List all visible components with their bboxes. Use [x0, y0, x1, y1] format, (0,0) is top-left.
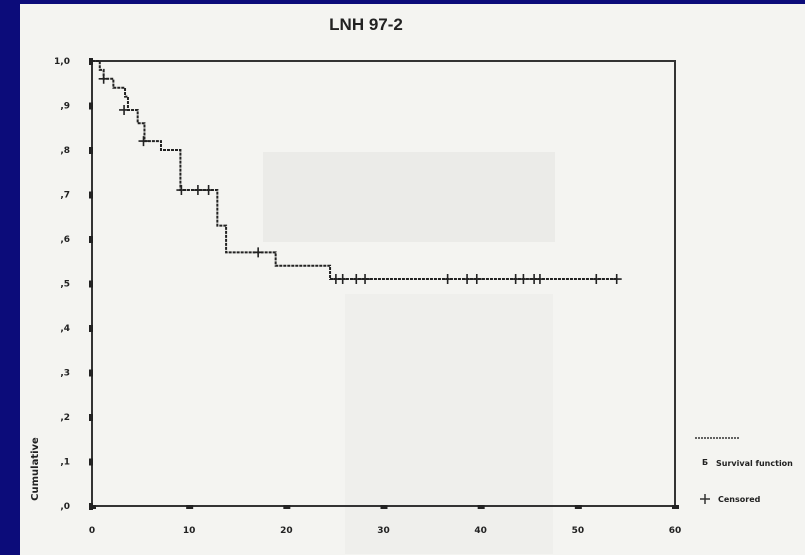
- censor-mark: [192, 185, 203, 196]
- y-tick-mark: [89, 458, 93, 466]
- censor-mark: [534, 274, 545, 285]
- y-tick-label: ,0: [60, 502, 70, 512]
- y-tick-label: ,6: [60, 235, 70, 245]
- x-tick-mark: [283, 505, 291, 509]
- y-tick-mark: [89, 325, 93, 332]
- censor-mark: [337, 274, 348, 285]
- legend: Б Survival function Censored: [695, 437, 793, 504]
- censor-mark: [119, 104, 130, 115]
- y-tick-mark: [89, 102, 93, 110]
- y-axis-label: Cumulative: [30, 437, 41, 501]
- x-tick-label: 30: [377, 526, 390, 536]
- y-tick-label: ,4: [60, 324, 70, 334]
- x-tick-label: 10: [183, 526, 196, 536]
- x-tick-mark: [89, 505, 96, 509]
- x-tick-mark: [186, 505, 194, 509]
- censor-mark: [611, 274, 622, 285]
- censor-layer: [98, 73, 622, 285]
- censor-mark: [442, 274, 453, 285]
- y-tick-mark: [89, 369, 93, 377]
- legend-censor-label: Censored: [718, 495, 761, 504]
- y-tick-label: ,1: [60, 458, 70, 468]
- y-tick-mark: [89, 58, 93, 65]
- x-tick-label: 50: [572, 526, 585, 536]
- x-tick-label: 20: [280, 526, 293, 536]
- x-tick-mark: [477, 505, 485, 509]
- x-tick-label: 60: [669, 526, 682, 536]
- y-tick-label: ,5: [60, 280, 70, 290]
- censor-mark: [462, 274, 473, 285]
- censor-mark: [518, 274, 529, 285]
- y-tick-label: ,8: [60, 146, 70, 156]
- scan-artifact: [263, 152, 555, 242]
- survival-chart: LNH 97-2 ,0 ,1 ,2 ,3 ,4 ,5 ,6 ,7 ,8 ,9 1,0 0 10 20 30…: [30, 15, 793, 554]
- x-tick-label: 0: [89, 526, 95, 536]
- censor-mark: [471, 274, 482, 285]
- x-tick-mark: [380, 505, 388, 509]
- censor-mark: [176, 185, 187, 196]
- y-tick-label: 1,0: [54, 57, 70, 67]
- x-tick-mark: [672, 505, 679, 509]
- censor-mark: [351, 274, 362, 285]
- scan-artifact: [345, 294, 553, 554]
- y-tick-mark: [89, 414, 93, 421]
- y-tick-mark: [89, 147, 93, 154]
- y-tick-mark: [89, 280, 93, 288]
- x-tick-label: 40: [474, 526, 487, 536]
- legend-survival-symbol: Б: [702, 458, 708, 467]
- censor-mark: [360, 274, 371, 285]
- y-tick-label: ,9: [60, 102, 70, 112]
- y-tick-label: ,2: [60, 413, 70, 423]
- y-axis: ,0 ,1 ,2 ,3 ,4 ,5 ,6 ,7 ,8 ,9 1,0: [54, 57, 93, 512]
- legend-survival-label: Survival function: [716, 459, 793, 468]
- x-tick-mark: [574, 505, 582, 509]
- censor-mark: [138, 136, 149, 147]
- slide-canvas: LNH 97-2 ,0 ,1 ,2 ,3 ,4 ,5 ,6 ,7 ,8 ,9 1,0 0 10 20 30…: [20, 4, 805, 555]
- censor-mark: [253, 247, 264, 258]
- chart-title: LNH 97-2: [329, 15, 403, 34]
- y-tick-mark: [89, 236, 93, 243]
- censor-mark: [98, 73, 109, 84]
- y-tick-label: ,7: [60, 191, 70, 201]
- y-tick-label: ,3: [60, 369, 70, 379]
- censor-mark: [203, 185, 214, 196]
- censor-mark: [591, 274, 602, 285]
- x-axis: 0 10 20 30 40 50 60: [89, 505, 681, 536]
- y-tick-mark: [89, 191, 93, 199]
